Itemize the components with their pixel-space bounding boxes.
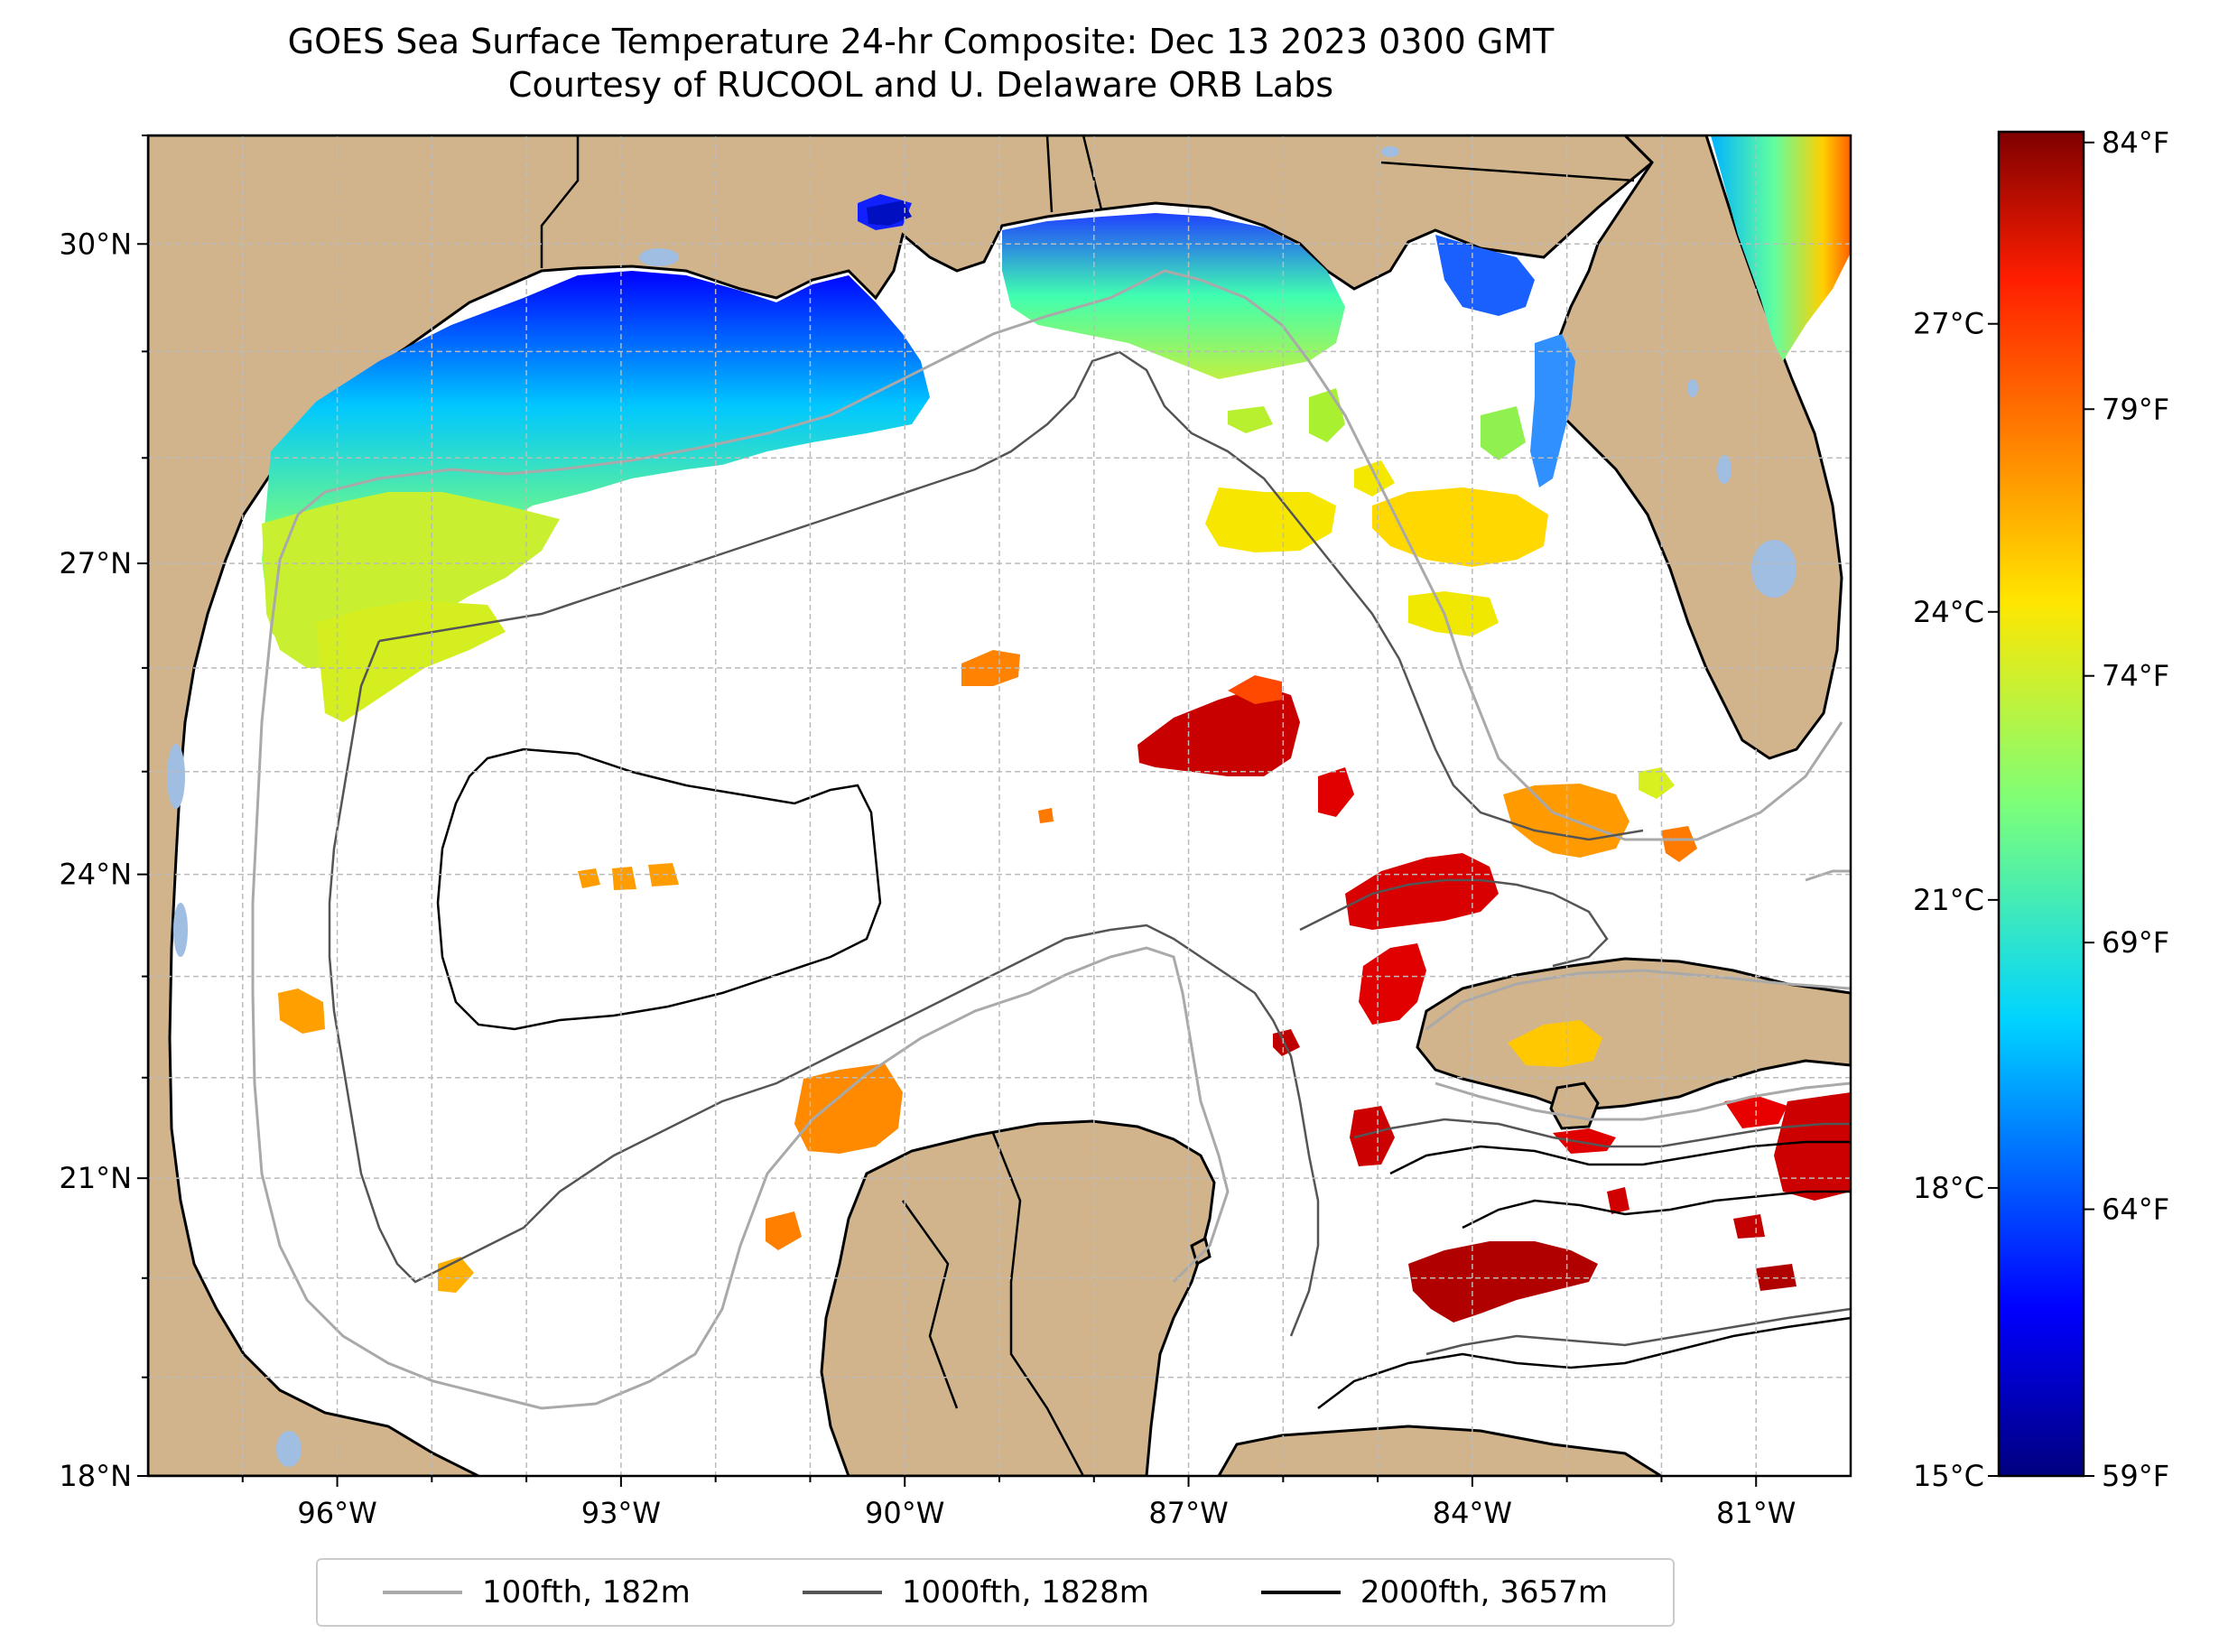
sst-caribbean-5 xyxy=(1774,1092,1851,1201)
inland-water xyxy=(167,146,1797,1467)
x-tick-label: 90°W xyxy=(865,1496,944,1530)
y-tick-label: 27°N xyxy=(59,546,132,580)
sst-red-3 xyxy=(1345,853,1499,930)
sst-caribbean-6 xyxy=(1607,1187,1629,1214)
sst-orange-small-1 xyxy=(578,868,600,888)
yucatan-peninsula xyxy=(820,1119,1216,1476)
sst-fl-bigbend xyxy=(1435,235,1535,316)
colorbar-fahrenheit-tick-label: 59°F xyxy=(2102,1459,2169,1493)
legend-swatch-2000fth xyxy=(1260,1591,1341,1594)
sst-orange-red-1 xyxy=(1228,675,1282,704)
colorbar-fahrenheit-tick-label: 64°F xyxy=(2102,1193,2169,1227)
sst-bay-campeche xyxy=(794,1063,903,1154)
map-title: GOES Sea Surface Temperature 24-hr Compo… xyxy=(0,20,1842,107)
colorbar-celsius-tick-label: 18°C xyxy=(1913,1171,1984,1205)
colorbar-celsius-ticks: 27°C 24°C 21°C 18°C 15°C xyxy=(1913,307,1999,1493)
sst-texas-south xyxy=(316,600,506,722)
colorbar-celsius-tick-label: 24°C xyxy=(1913,595,1984,629)
colorbar-fahrenheit-ticks: 84°F 79°F 74°F 69°F 64°F 59°F xyxy=(2084,125,2169,1493)
bathymetry-100fth xyxy=(251,269,1851,1410)
state-borders xyxy=(540,135,1635,1476)
sst-caribbean-3 xyxy=(1553,1128,1616,1154)
sst-orange-small-2 xyxy=(612,867,636,890)
sst-yellow-2 xyxy=(1372,487,1548,567)
sst-yellow-3 xyxy=(1408,591,1499,636)
y-tick-label: 21°N xyxy=(59,1161,132,1195)
sst-fl-bigbend-2 xyxy=(1530,334,1575,487)
legend-entry-2000fth: 2000fth, 3657m xyxy=(1260,1574,1608,1610)
latitude-axis: 30°N 27°N 24°N 21°N 18°N xyxy=(59,135,148,1493)
us-gulf-coast xyxy=(148,135,1655,1476)
legend-label-100fth: 100fth, 182m xyxy=(482,1574,691,1610)
sst-green-2 xyxy=(1481,406,1526,460)
sst-campeche-small xyxy=(766,1211,802,1250)
colorbar-celsius-tick-label: 15°C xyxy=(1913,1459,1984,1493)
colorbar-ramp xyxy=(1997,130,2085,1478)
x-tick-label: 93°W xyxy=(581,1496,661,1530)
bathymetry-2000fth xyxy=(436,747,1851,1409)
legend-entry-100fth: 100fth, 182m xyxy=(383,1574,691,1610)
y-tick-label: 18°N xyxy=(59,1459,132,1493)
x-tick-label: 87°W xyxy=(1148,1496,1228,1530)
x-tick-label: 96°W xyxy=(297,1496,376,1530)
colorbar-celsius-tick-label: 27°C xyxy=(1913,307,1984,341)
graticule xyxy=(148,135,1851,1476)
colorbar-fahrenheit-tick-label: 79°F xyxy=(2102,392,2169,426)
x-tick-label: 84°W xyxy=(1433,1496,1512,1530)
sst-dark-red-1 xyxy=(1137,686,1300,776)
cuba xyxy=(1416,957,1851,1112)
colorbar-fahrenheit-tick-label: 74°F xyxy=(2102,659,2169,693)
land-masses xyxy=(148,135,1851,1476)
florida-peninsula xyxy=(1551,135,1843,760)
sst-west-orange xyxy=(278,988,325,1034)
sst-miss-delta-2 xyxy=(867,200,912,226)
sst-yellow-1 xyxy=(1205,487,1336,552)
legend-entry-1000fth: 1000fth, 1828m xyxy=(802,1574,1149,1610)
legend-label-1000fth: 1000fth, 1828m xyxy=(901,1574,1149,1610)
y-tick-label: 30°N xyxy=(59,227,132,261)
honduras-coast xyxy=(1217,1425,1664,1476)
sst-caribbean-2 xyxy=(1408,1241,1598,1323)
sst-keys-green xyxy=(1639,767,1675,799)
sst-caribbean-1 xyxy=(1350,1106,1395,1166)
y-tick-label: 24°N xyxy=(59,858,132,892)
sst-sw-florida-2 xyxy=(1661,826,1697,862)
legend-swatch-100fth xyxy=(383,1591,463,1594)
sst-caribbean-7 xyxy=(1733,1214,1765,1239)
sst-fl-atlantic xyxy=(1711,135,1851,361)
isla-juventud xyxy=(1549,1081,1600,1130)
title-line-1: GOES Sea Surface Temperature 24-hr Compo… xyxy=(287,22,1555,61)
sst-caribbean-8 xyxy=(1756,1264,1797,1291)
colorbar-fahrenheit-tick-label: 69°F xyxy=(2102,925,2169,960)
colorbar-fahrenheit-tick-label: 84°F xyxy=(2102,125,2169,160)
sst-yellow-4 xyxy=(1354,460,1395,497)
legend-swatch-1000fth xyxy=(802,1591,882,1594)
x-tick-label: 81°W xyxy=(1716,1496,1796,1530)
sst-cuba-yellow xyxy=(1508,1020,1602,1067)
legend-label-2000fth: 2000fth, 3657m xyxy=(1360,1574,1608,1610)
bathymetry-legend: 100fth, 182m 1000fth, 1828m 2000fth, 365… xyxy=(316,1558,1675,1627)
colorbar-celsius-tick-label: 21°C xyxy=(1913,883,1984,917)
sst-green-3 xyxy=(1228,406,1273,433)
sst-ne-shelf xyxy=(1002,213,1345,379)
title-line-2: Courtesy of RUCOOL and U. Delaware ORB L… xyxy=(507,65,1334,105)
sst-red-2 xyxy=(1318,767,1354,817)
sst-red-4 xyxy=(1359,943,1426,1025)
colorbar: 27°C 24°C 21°C 18°C 15°C 84°F 79°F 74°F 69°F 64°… xyxy=(1913,125,2169,1493)
longitude-axis: 96°W 93°W 90°W 87°W 84°W 81°W xyxy=(241,1476,1796,1530)
sst-orange-small-4 xyxy=(1038,808,1054,823)
